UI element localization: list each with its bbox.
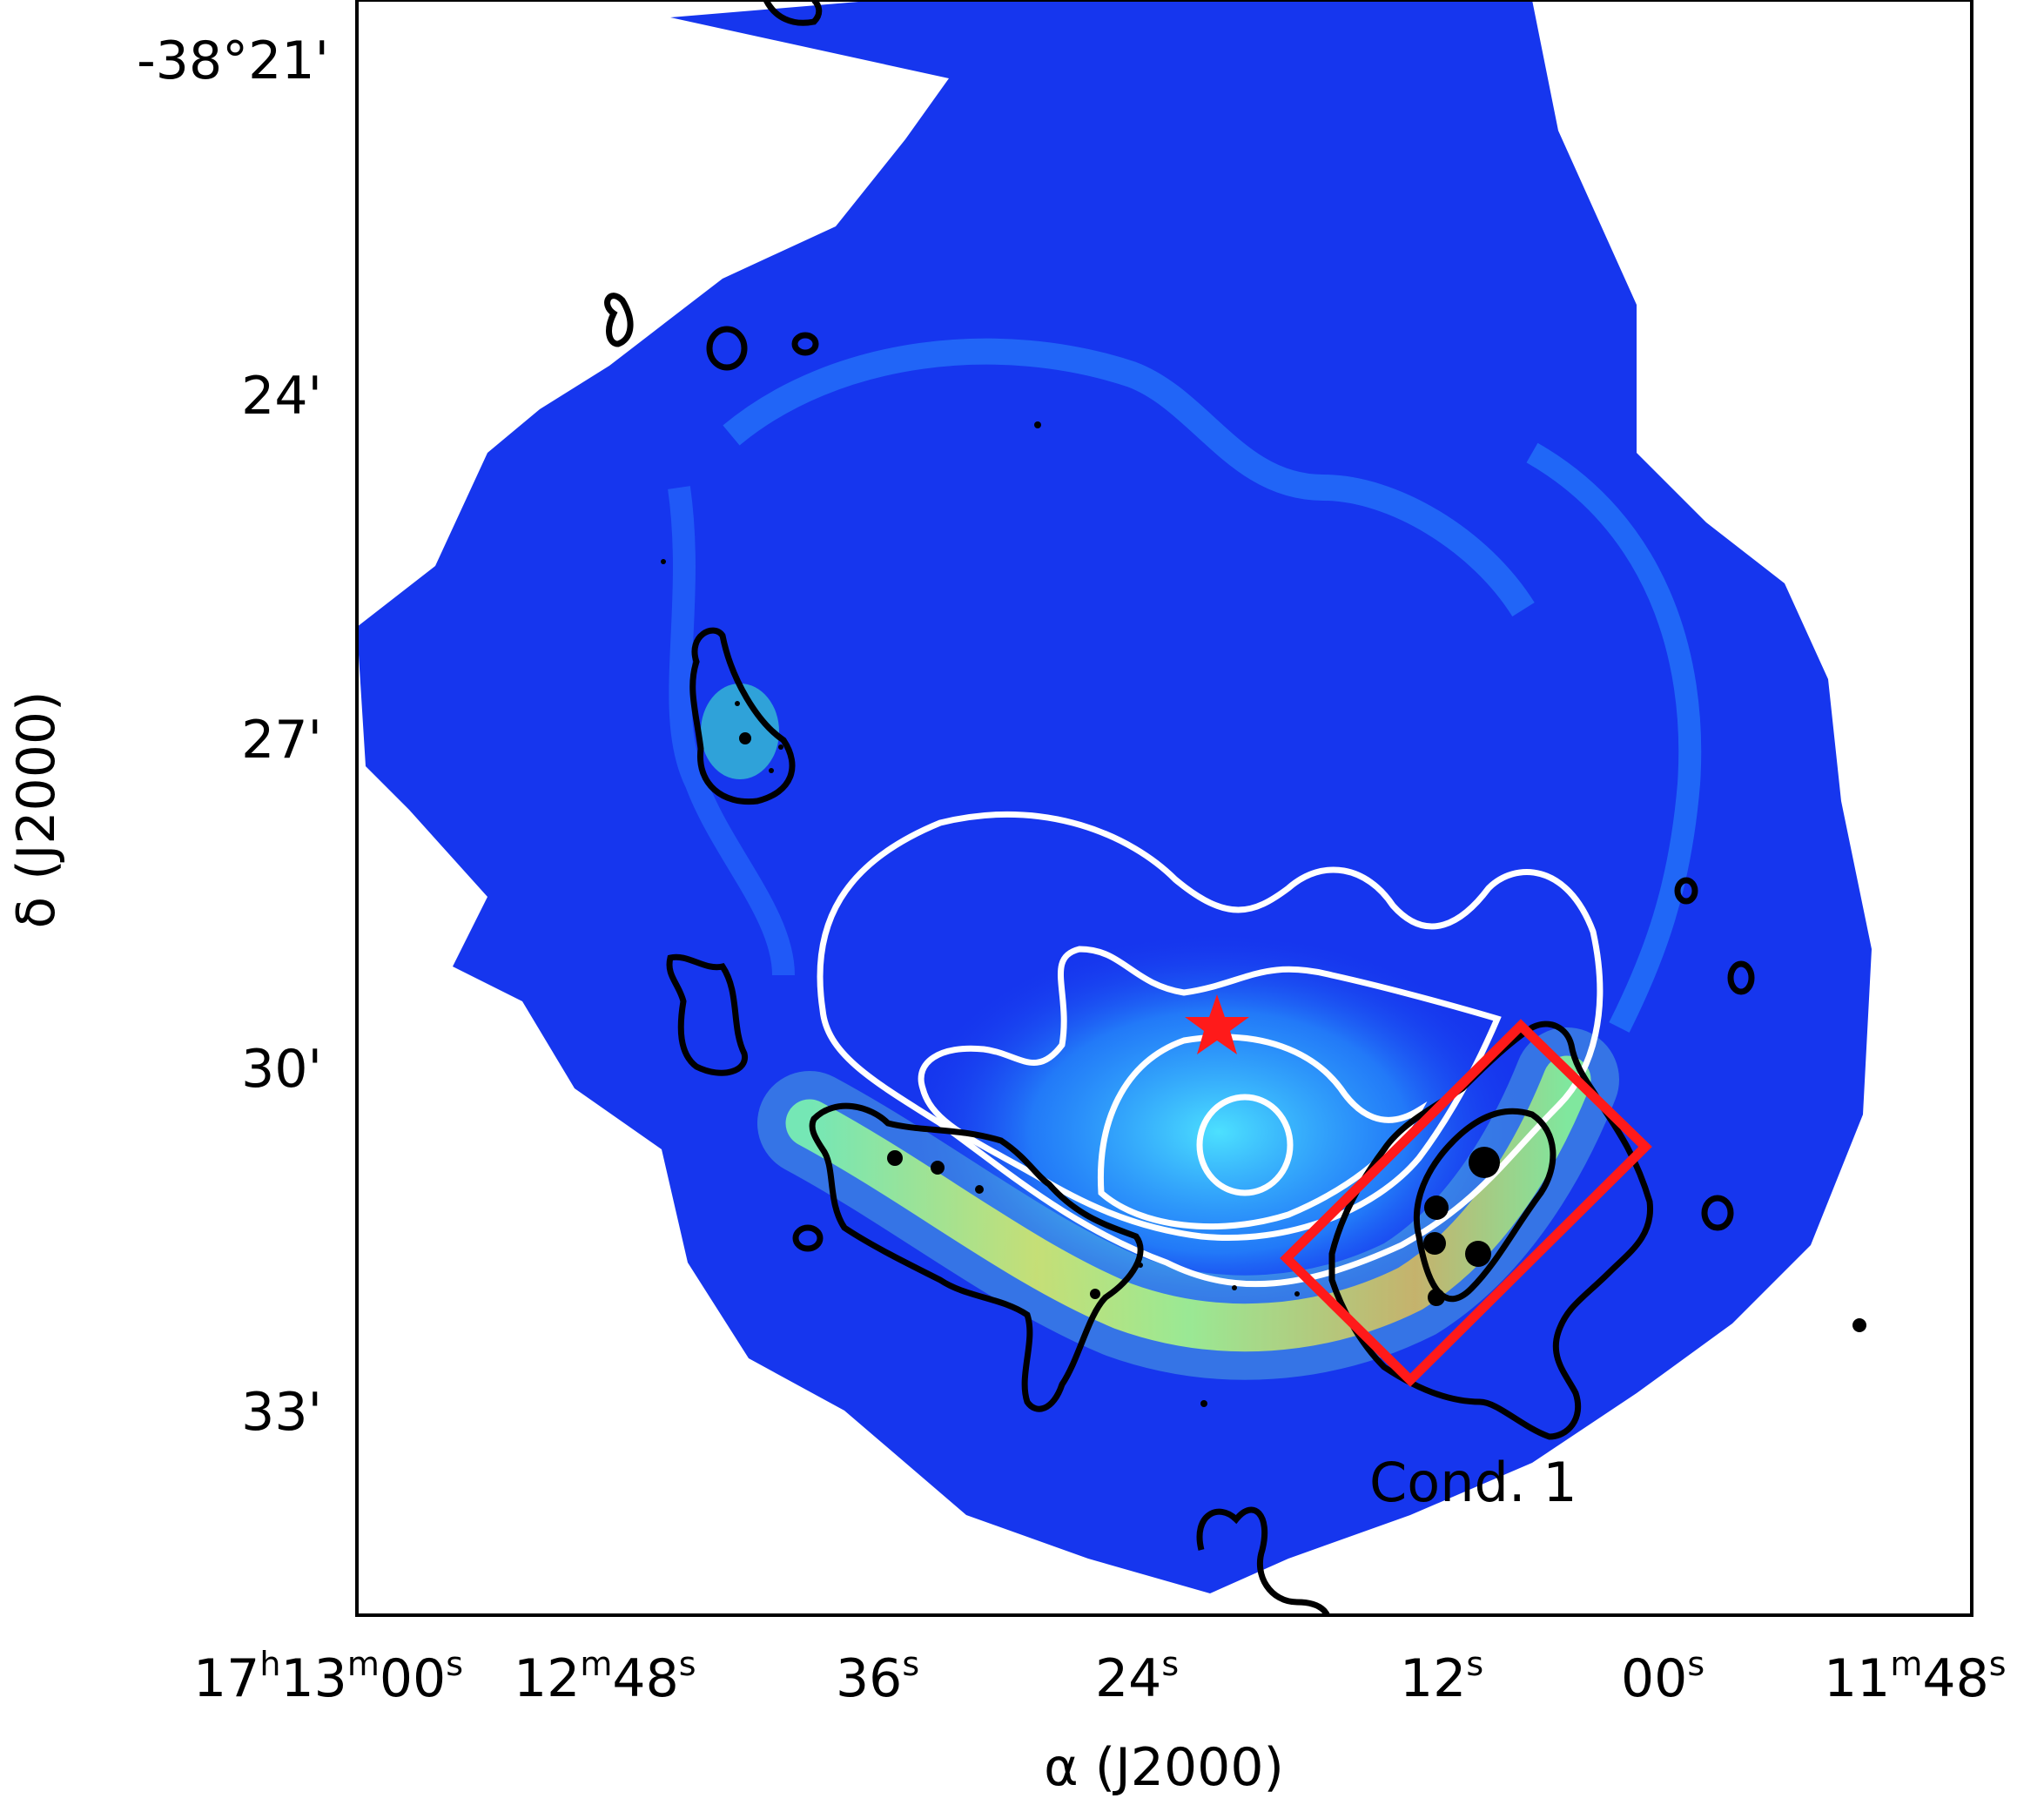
black-contour-right-small-1 bbox=[1674, 877, 1698, 905]
bright-arc bbox=[785, 1055, 1591, 1352]
x-tick-label: 11m48s bbox=[1824, 1645, 2007, 1709]
white-contour-mid bbox=[918, 946, 1502, 1242]
plot-frame bbox=[355, 0, 1973, 1617]
intensity-map bbox=[357, 0, 1872, 1615]
filament-right bbox=[1526, 442, 1702, 1033]
black-contour-bottom bbox=[1196, 1506, 1331, 1615]
source-point bbox=[1428, 1289, 1445, 1306]
black-contour-right-small-2 bbox=[1727, 960, 1755, 995]
source-point bbox=[1424, 1195, 1449, 1220]
x-tick-label: 17h13m00s bbox=[193, 1645, 463, 1709]
source-point bbox=[769, 768, 774, 773]
filament-left bbox=[668, 486, 795, 976]
source-point bbox=[1232, 1285, 1237, 1290]
x-tick-label: 36s bbox=[836, 1645, 919, 1709]
y-tick-label: 24' bbox=[241, 366, 322, 427]
source-point bbox=[1200, 1400, 1207, 1407]
left-clump bbox=[701, 684, 779, 779]
y-tick-label: -38°21' bbox=[137, 30, 329, 91]
x-axis-title: α (J2000) bbox=[1044, 1737, 1284, 1798]
x-tick-label: 12m48s bbox=[514, 1645, 696, 1709]
filament-upper bbox=[723, 338, 1535, 617]
x-tick-labels: 17h13m00s 12m48s 36s 24s 12s 00s 11m48s bbox=[193, 1645, 2007, 1709]
source-point bbox=[975, 1185, 984, 1194]
black-contour-left-small bbox=[792, 1224, 824, 1252]
white-contours bbox=[817, 811, 1604, 1288]
cond1-box bbox=[1280, 1019, 1652, 1387]
y-axis-title: δ (J2000) bbox=[6, 691, 67, 929]
x-tick-label: 00s bbox=[1621, 1645, 1704, 1709]
bright-arc-halo bbox=[757, 1027, 1619, 1380]
source-point bbox=[931, 1161, 945, 1175]
black-contour-left-upper bbox=[689, 627, 796, 805]
y-tick-label: 33' bbox=[241, 1382, 322, 1443]
black-contour-top-edge bbox=[763, 0, 823, 26]
y-tick-label: 30' bbox=[241, 1039, 322, 1100]
cond1-label: Cond. 1 bbox=[1369, 1451, 1577, 1514]
y-tick-labels: -38°21' 24' 27' 30' 33' bbox=[137, 30, 329, 1443]
x-tick-label: 12s bbox=[1400, 1645, 1483, 1709]
source-point bbox=[1465, 1241, 1491, 1267]
source-point bbox=[1138, 1263, 1143, 1268]
black-contour-top-small-1 bbox=[604, 293, 634, 347]
black-contour-top-small-3 bbox=[791, 332, 819, 356]
white-contour-outer bbox=[817, 811, 1604, 1288]
black-contour-lower-left bbox=[809, 1102, 1144, 1412]
black-contour-right-small-3 bbox=[1701, 1195, 1734, 1231]
white-contour-core bbox=[1196, 1094, 1294, 1196]
source-point bbox=[1852, 1318, 1866, 1332]
source-point bbox=[1294, 1291, 1300, 1297]
source-point bbox=[887, 1150, 903, 1166]
black-contours bbox=[604, 0, 1755, 1615]
point-sources bbox=[661, 421, 1866, 1407]
source-point bbox=[1034, 421, 1041, 428]
white-contour-inner bbox=[1097, 1034, 1428, 1230]
source-point bbox=[661, 559, 666, 564]
source-point bbox=[1469, 1147, 1500, 1178]
black-contour-top-small-2 bbox=[706, 326, 748, 371]
y-tick-label: 27' bbox=[241, 710, 322, 771]
source-point bbox=[739, 732, 751, 744]
source-point bbox=[1090, 1289, 1100, 1299]
star-icon bbox=[1185, 994, 1249, 1054]
black-contour-left-mid bbox=[666, 953, 748, 1076]
source-point bbox=[1423, 1232, 1446, 1255]
x-tick-label: 24s bbox=[1095, 1645, 1179, 1709]
source-point bbox=[778, 744, 783, 750]
black-contour-cond1 bbox=[1413, 1108, 1557, 1303]
source-point bbox=[735, 701, 740, 706]
